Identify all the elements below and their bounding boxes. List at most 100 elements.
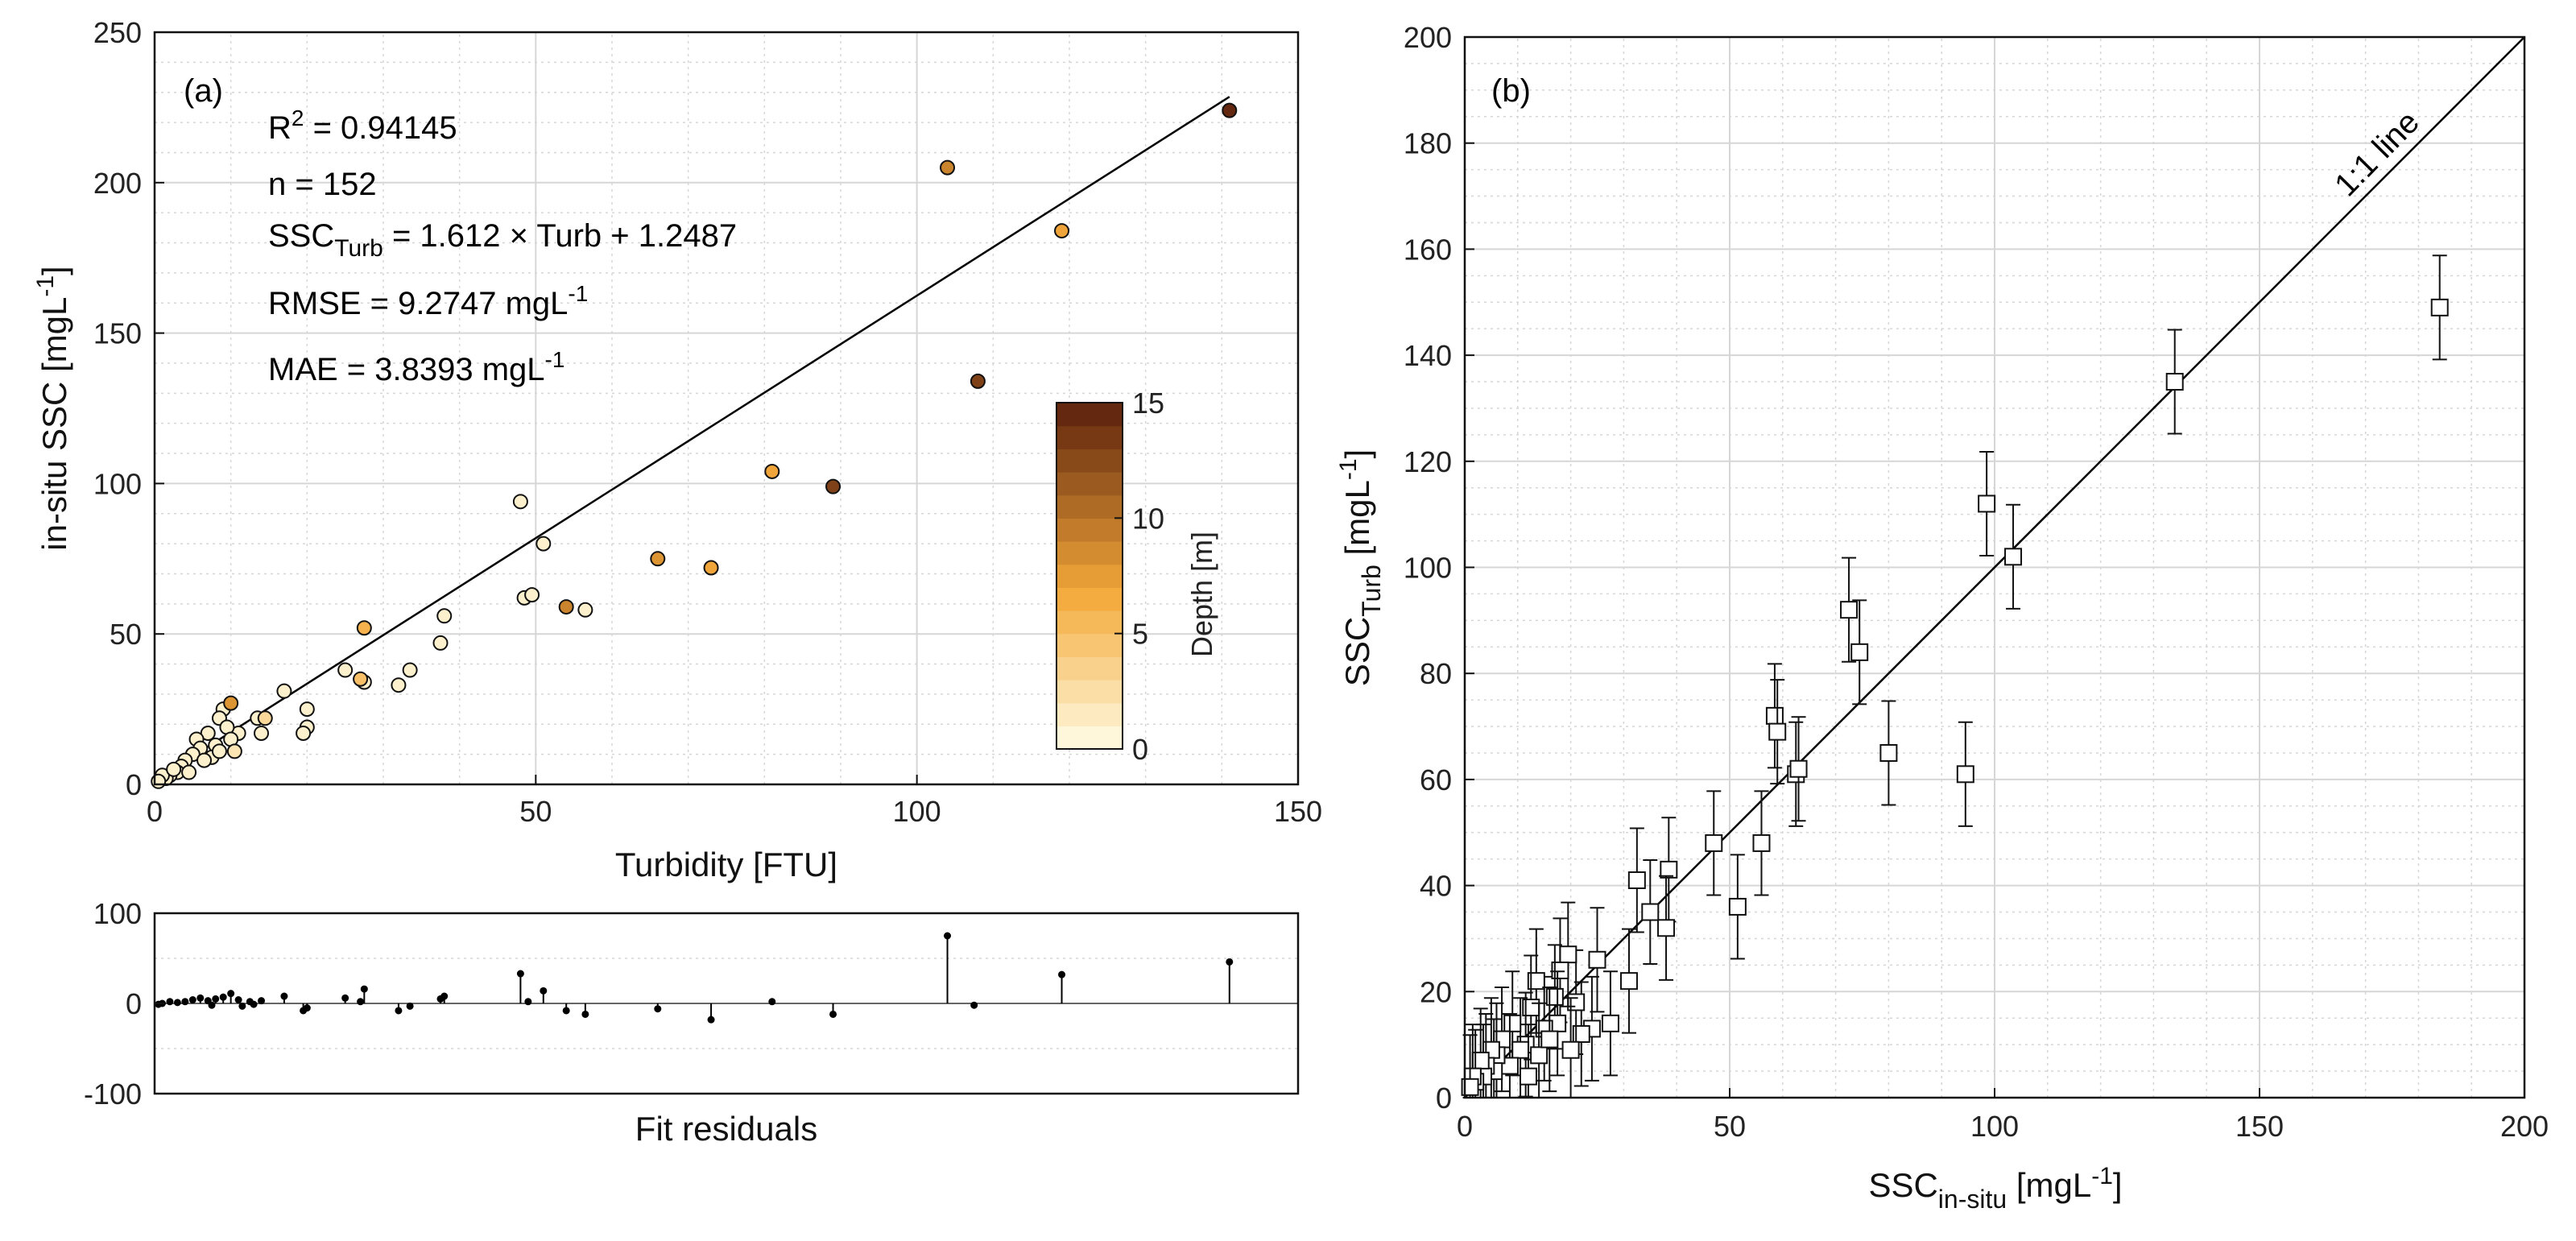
data-point [1619,972,1638,991]
y-tick-label: 0 [126,987,142,1020]
data-point [1840,601,1859,619]
x-tick-label: 0 [1457,1110,1473,1143]
data-point [2165,373,2184,391]
y-tick-label: 100 [93,467,142,500]
residual-point [246,998,254,1006]
x-tick-label: 150 [1274,795,1322,828]
data-point [1461,1078,1479,1096]
residual-point [970,1001,978,1009]
data-point [1705,834,1723,852]
residuals-ticks: -100 0 100 [84,897,164,1111]
data-point [650,551,666,567]
data-point [1054,223,1070,239]
residual-point [173,999,181,1007]
x-tick-label: 50 [519,795,552,828]
residual-point [238,1002,246,1010]
y-tick-label: 40 [1420,870,1452,903]
data-point [391,677,407,693]
data-point [1545,987,1564,1006]
residual-point [155,1000,163,1008]
colorbar-segment [1056,680,1123,704]
y-tick-label: 200 [93,167,142,200]
x-tick-label: 200 [2500,1110,2549,1143]
residual-point [707,1016,715,1024]
colorbar-tick-label: 5 [1132,618,1148,651]
data-point [1850,643,1869,661]
residual-point [1058,970,1066,978]
panel-b-label: (b) [1491,73,1531,109]
data-point [703,560,719,576]
data-point [940,159,956,176]
colorbar-segment [1056,449,1123,473]
data-point [1527,972,1545,991]
y-tick-label: 100 [93,897,142,930]
colorbar-segment [1056,656,1123,680]
n-annotation: n = 152 [268,167,377,202]
y-tick-label: -100 [84,1078,142,1111]
y-tick-label: 80 [1420,657,1452,690]
data-point [1660,860,1678,879]
residual-point [395,1007,403,1015]
colorbar-tick-label: 15 [1132,387,1164,420]
data-point [1752,834,1771,852]
data-point [1728,897,1747,916]
data-point [254,725,270,741]
y-tick-label: 0 [126,768,142,801]
residual-point [280,992,288,1000]
data-point [2004,548,2023,566]
data-point [1627,871,1646,890]
panel-a-label: (a) [184,73,223,109]
data-point [1765,706,1784,725]
residual-point [944,932,952,940]
residual-point [341,994,349,1002]
data-point [1559,945,1577,964]
data-point [257,710,273,726]
panel-a-grid [154,31,1299,785]
y-tick-label: 120 [1404,445,1452,478]
colorbar-segment [1056,587,1123,611]
x-tick-label: 50 [1714,1110,1746,1143]
panel-a-ylabel: in-situ SSC [mgL-1] [32,266,73,550]
data-point [1768,722,1787,741]
x-tick-label: 150 [2235,1110,2284,1143]
colorbar-segment [1056,472,1123,496]
panel-a-xlabel: Turbidity [FTU] [615,846,837,883]
data-point [166,761,182,777]
residuals-xlabel: Fit residuals [635,1110,817,1148]
residual-point [208,1001,216,1009]
data-point [226,743,242,759]
colorbar-segment [1056,518,1123,542]
residual-point [406,1002,414,1010]
residual-point [258,997,266,1005]
residual-point [436,995,444,1003]
residual-point [196,994,205,1002]
panel-b-ticks: 0 50 100 150 200 0 20 40 60 80 100 120 140 160 180 200 [1404,21,2549,1143]
y-tick-label: 200 [1404,21,1452,54]
data-point [276,683,292,699]
data-point [2430,298,2449,316]
y-tick-label: 160 [1404,233,1452,266]
residual-point [654,1005,662,1013]
data-point [223,695,239,711]
data-point [1601,1014,1619,1032]
panel-b-xlabel: SSCin-situ [mgL-1] [1868,1163,2122,1214]
residual-point [524,998,532,1006]
y-tick-label: 150 [93,317,142,350]
data-point [1879,743,1898,762]
data-point [337,662,354,678]
mae-annotation: MAE = 3.8393 mgL-1 [268,347,564,387]
y-tick-label: 0 [1436,1082,1452,1115]
y-tick-label: 20 [1420,975,1452,1008]
data-point [1956,765,1974,784]
residual-point [227,990,235,998]
residual-point [300,1007,308,1015]
colorbar-segment [1056,610,1123,635]
residual-point [234,996,242,1004]
residual-point [581,1010,589,1018]
fit-line [155,96,1230,782]
data-point [577,602,593,618]
data-point [1530,1046,1548,1065]
colorbar-segment [1056,403,1123,427]
data-point [1540,1030,1559,1049]
